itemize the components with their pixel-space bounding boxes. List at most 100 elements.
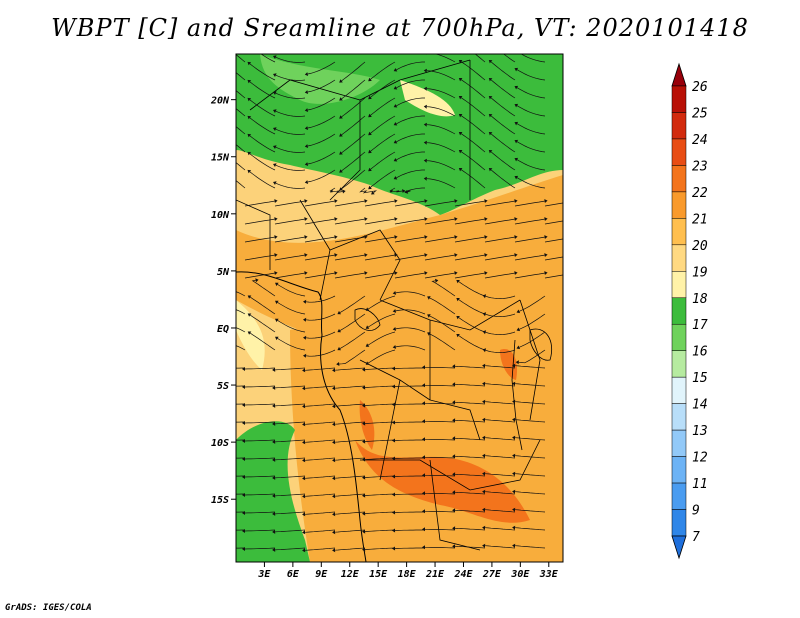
streamline [518,349,546,364]
streamline [461,97,486,117]
streamline [236,126,246,135]
streamline [516,105,546,117]
streamline [514,218,545,225]
streamline-arrow [212,456,215,460]
streamline-arrow [516,345,521,350]
streamline-arrow [423,86,427,91]
streamline-arrow [339,187,343,191]
streamline [485,437,516,441]
streamline [364,218,395,225]
streamline-arrow [368,131,372,136]
colorbar-level-label: 17 [692,318,708,333]
streamline-arrow [514,139,519,144]
streamline-arrow [424,235,428,239]
colorbar-level-label: 26 [692,80,708,95]
streamline-arrow [423,140,427,145]
streamline-arrow [392,474,396,479]
streamline-arrow [272,367,276,372]
streamline [394,475,425,477]
streamline-arrow [427,296,431,300]
streamline-arrow [219,59,223,62]
streamline [307,151,336,165]
streamline-arrow [302,368,306,373]
streamline-arrow [514,121,519,126]
streamline [394,439,425,441]
streamline [454,509,486,513]
streamline-arrow [514,199,518,203]
streamline [515,383,546,387]
streamline-arrow [304,108,309,112]
streamline-arrow [247,115,252,120]
map-frame [235,53,564,563]
streamline [305,457,336,461]
streamline [516,87,546,99]
streamline [458,317,486,333]
streamline [341,115,366,136]
streamline [368,313,396,328]
streamline [395,291,426,297]
streamline [454,236,485,243]
streamline [236,180,246,189]
streamline-arrow [362,493,366,498]
streamline [249,135,276,153]
streamline-arrow [422,545,425,550]
streamline [519,295,546,312]
colorbar-segment [671,297,687,325]
streamline [364,367,396,370]
streamline-arrow [371,191,375,195]
streamline [394,547,425,549]
streamline [368,295,396,310]
streamline-arrow [272,421,276,426]
streamline [335,367,366,371]
streamline [426,106,456,117]
streamline [431,280,456,297]
streamline-arrow [452,454,456,459]
streamline-arrow [247,61,252,66]
streamline-arrow [482,453,486,458]
streamline [244,457,276,460]
streamline [305,313,336,321]
colorbar-level-label: 24 [692,133,708,148]
streamline [370,151,396,170]
streamline-arrow [304,217,308,221]
streamline-arrow [303,317,307,322]
streamline [454,254,485,261]
streamline-arrow [512,417,516,422]
streamline-arrow [482,348,487,353]
streamline-arrow [422,473,425,478]
streamline-arrow [334,235,338,239]
streamline [364,403,396,406]
wbpt-field-southwest-green [236,421,310,562]
streamline [305,493,336,497]
streamline [454,200,485,207]
streamline [484,254,515,261]
streamline-arrow [334,199,338,203]
streamline-arrow [302,476,306,481]
streamline-arrow [484,199,488,203]
streamline-arrow [242,475,245,479]
streamline-arrow [459,42,463,45]
streamline [454,401,486,405]
streamline-arrow [452,472,456,477]
streamline [515,437,546,441]
streamline-arrow [332,458,336,463]
streamline [514,272,545,279]
streamline-arrow [255,278,259,283]
streamline-arrow [392,528,396,533]
lon-tick-label: 30E [510,569,530,580]
streamline [364,439,396,442]
colorbar-level-label: 14 [692,398,708,413]
streamline [305,403,336,407]
lon-tick-label: 21E [425,569,445,580]
streamline-arrow [514,235,518,239]
streamline [274,218,305,225]
streamline-arrow [274,199,278,203]
streamline-arrow [302,458,306,463]
streamline-arrow [337,346,341,351]
streamline-arrow [392,510,396,515]
streamline-arrow [212,420,215,424]
wbpt-field-hot-spot-west [359,400,375,450]
streamline [335,475,366,479]
streamline [304,200,335,207]
streamline-arrow [304,180,309,184]
